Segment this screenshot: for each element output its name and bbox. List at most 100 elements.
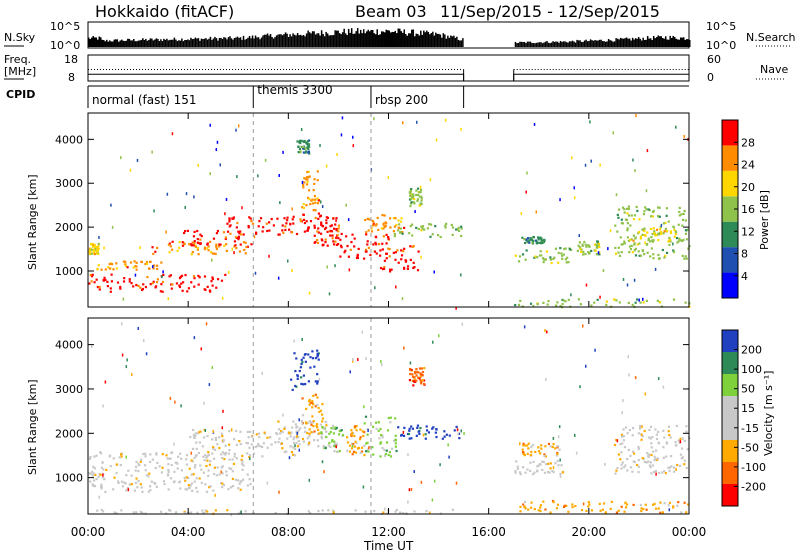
velocity-cell <box>623 445 627 449</box>
velocity-cell <box>537 446 540 449</box>
nsky-bar <box>220 37 222 47</box>
nsky-bar <box>601 41 604 47</box>
power-cell <box>634 169 636 173</box>
velocity-cell <box>559 458 561 462</box>
nsky-bar <box>438 33 440 47</box>
velocity-cell <box>659 501 662 504</box>
power-cell <box>579 303 582 306</box>
velocity-cell <box>321 417 325 420</box>
nsky-bar <box>540 42 542 47</box>
power-cell <box>364 250 367 253</box>
velocity-cell <box>334 442 338 445</box>
nsky-bar <box>689 39 691 47</box>
x-tick-label: 12:00 <box>371 525 406 539</box>
power-cell <box>141 287 145 291</box>
power-cell <box>282 150 284 154</box>
velocity-cell <box>231 485 235 488</box>
power-cell <box>259 217 263 220</box>
velocity-cell <box>205 490 209 493</box>
velocity-cell <box>248 478 251 481</box>
nsky-bar <box>242 35 245 47</box>
velocity-cell <box>172 481 175 484</box>
nsky-bar <box>621 38 623 47</box>
velocity-cell <box>228 467 231 470</box>
velocity-cell <box>518 471 522 474</box>
power-cell <box>108 262 111 266</box>
power-cell <box>128 278 131 281</box>
velocity-cell <box>328 432 331 435</box>
velocity-cell <box>556 459 559 463</box>
nsky-bar <box>454 37 457 47</box>
power-cell <box>93 253 97 256</box>
velocity-cell <box>214 509 217 512</box>
velocity-cell <box>413 510 416 513</box>
velocity-cell <box>332 432 335 435</box>
nsky-bar <box>567 42 569 47</box>
velocity-cell <box>539 509 542 513</box>
velocity-cell <box>672 466 676 469</box>
power-cell <box>621 243 624 246</box>
velocity-cell <box>375 421 378 424</box>
nave-tick-top: 60 <box>707 53 721 66</box>
power-cell <box>523 238 526 241</box>
power-cell <box>211 284 214 287</box>
power-cell <box>171 240 174 243</box>
velocity-colorbar-segment <box>722 462 738 484</box>
power-cell <box>582 253 585 256</box>
power-cell <box>329 234 332 237</box>
velocity-cell <box>649 425 653 428</box>
velocity-cell <box>448 434 451 437</box>
x-tick-label: 08:00 <box>271 525 306 539</box>
power-cell <box>222 231 226 234</box>
velocity-cell <box>632 452 636 455</box>
velocity-cell <box>384 507 386 511</box>
velocity-cell <box>191 460 194 463</box>
velocity-cell <box>668 433 671 437</box>
nsky-bar <box>181 38 183 47</box>
power-cell <box>268 254 270 258</box>
power-cell <box>633 243 636 246</box>
power-cell <box>240 233 243 236</box>
nsky-bar <box>328 35 330 47</box>
power-cell <box>257 174 259 178</box>
nsky-bar <box>239 37 242 47</box>
velocity-cell <box>212 429 215 433</box>
velocity-cell <box>89 456 92 459</box>
velocity-cell <box>246 442 250 445</box>
nsky-bar <box>616 38 619 47</box>
nsky-bar <box>658 36 661 47</box>
nsky-bar <box>146 40 149 47</box>
nsky-bar <box>655 37 658 47</box>
velocity-cell <box>200 468 203 471</box>
power-cell <box>320 200 322 204</box>
velocity-cell <box>138 464 141 467</box>
velocity-cell <box>241 468 244 471</box>
velocity-cell <box>125 489 128 492</box>
velocity-cell <box>147 475 150 478</box>
power-cell <box>414 210 416 214</box>
velocity-cell <box>295 441 298 445</box>
power-cell <box>197 253 200 256</box>
velocity-cell <box>423 367 426 370</box>
power-cell <box>247 226 250 229</box>
power-cell <box>298 141 301 144</box>
power-cell <box>350 240 353 244</box>
nsky-frame <box>87 21 690 49</box>
velocity-cell <box>413 370 417 374</box>
nsky-bar <box>193 38 195 47</box>
velocity-cell <box>617 509 620 512</box>
power-cell <box>577 244 580 247</box>
velocity-cell <box>199 464 202 467</box>
power-cell <box>655 233 658 237</box>
power-cell <box>455 228 458 231</box>
power-cell <box>541 239 544 242</box>
power-cell <box>311 202 315 205</box>
power-cell <box>382 227 385 230</box>
velocity-cell <box>125 474 128 477</box>
power-cell <box>605 300 608 303</box>
power-cell <box>460 225 463 228</box>
power-cell <box>554 304 558 307</box>
radar-title: Hokkaido (fitACF) <box>95 2 234 21</box>
velocity-cell <box>655 458 659 462</box>
